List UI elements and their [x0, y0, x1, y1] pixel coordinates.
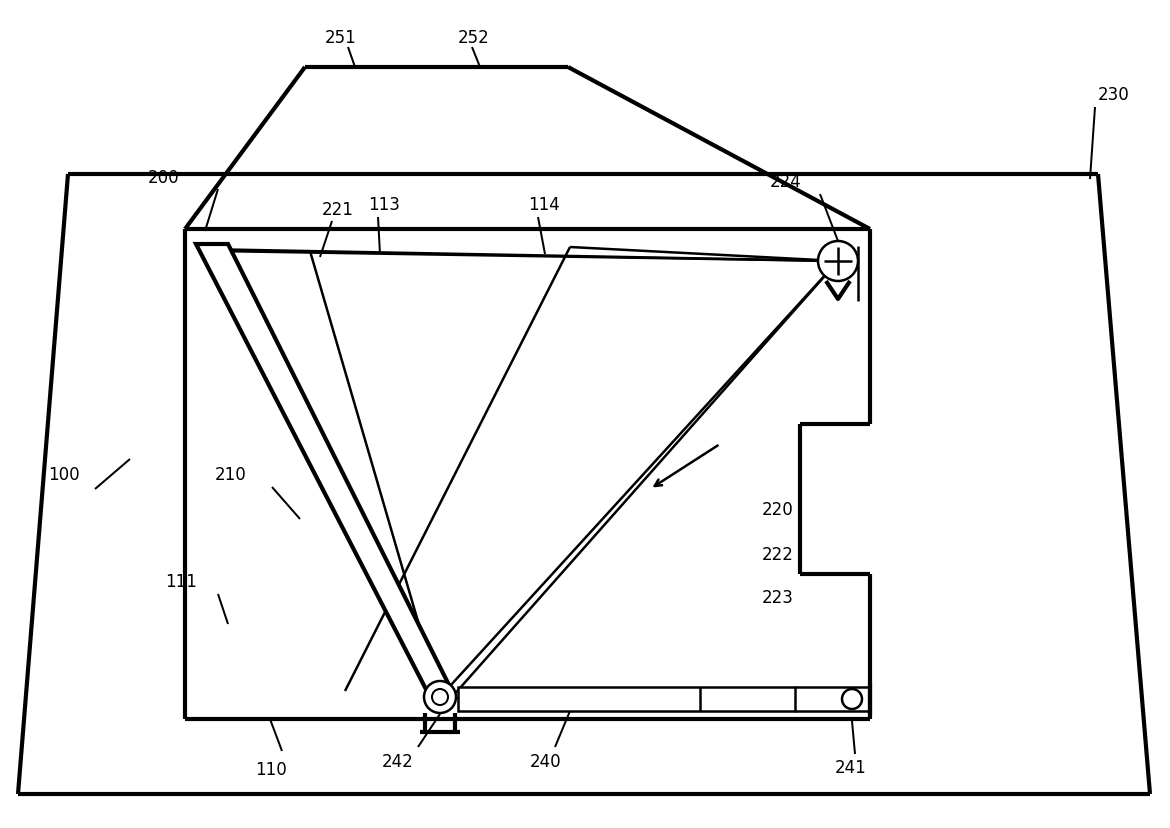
- Text: 242: 242: [381, 752, 414, 770]
- Text: 240: 240: [530, 752, 562, 770]
- Text: 220: 220: [762, 500, 793, 518]
- Circle shape: [842, 689, 862, 709]
- Text: 241: 241: [835, 758, 867, 776]
- Text: 222: 222: [762, 546, 794, 563]
- Text: 230: 230: [1097, 86, 1130, 104]
- Polygon shape: [457, 687, 794, 711]
- Text: 200: 200: [147, 169, 180, 187]
- Text: 224: 224: [770, 173, 801, 190]
- Text: 100: 100: [48, 465, 80, 484]
- Text: 111: 111: [165, 572, 197, 590]
- Text: 223: 223: [762, 588, 794, 606]
- Text: 113: 113: [369, 195, 400, 214]
- Text: 221: 221: [322, 200, 353, 219]
- Text: 110: 110: [255, 760, 287, 778]
- Circle shape: [818, 242, 858, 282]
- Text: 251: 251: [325, 29, 357, 47]
- Text: 252: 252: [457, 29, 490, 47]
- Circle shape: [424, 681, 456, 713]
- Text: 114: 114: [528, 195, 559, 214]
- Polygon shape: [197, 245, 455, 697]
- Text: 210: 210: [215, 465, 247, 484]
